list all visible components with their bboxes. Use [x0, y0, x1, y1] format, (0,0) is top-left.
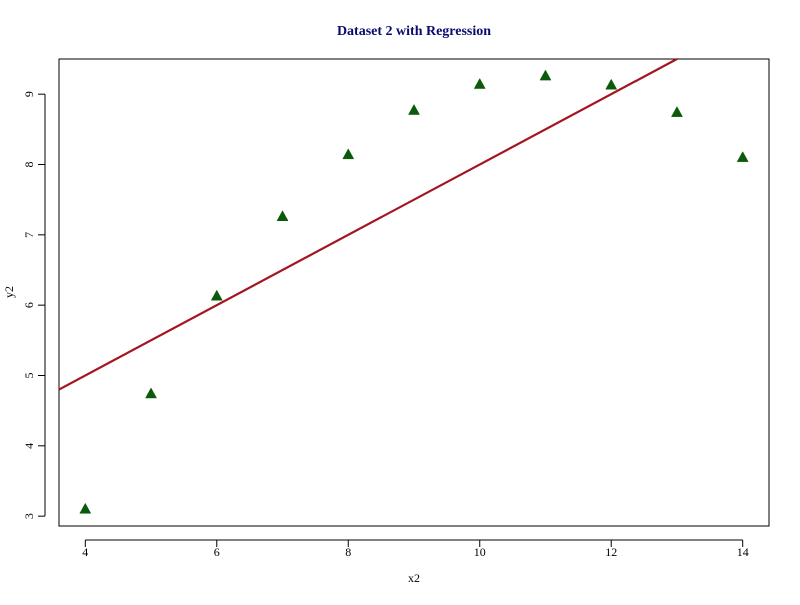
data-point — [145, 387, 157, 399]
plot-area-border — [58, 58, 770, 527]
data-point — [342, 148, 355, 160]
x-tick-label: 14 — [737, 545, 749, 559]
data-point — [539, 69, 552, 81]
y-tick-label: 4 — [22, 443, 36, 449]
x-axis-label: x2 — [408, 571, 420, 585]
data-point — [79, 502, 92, 514]
data-point — [736, 151, 749, 162]
chart-title: Dataset 2 with Regression — [337, 24, 491, 39]
x-tick-label: 4 — [82, 545, 88, 559]
y-tick-label: 5 — [22, 372, 36, 378]
regression-line-group — [58, 58, 678, 391]
data-point — [605, 78, 618, 90]
data-points — [79, 69, 749, 514]
regression-line — [58, 58, 678, 391]
y-axis: 3 4 5 6 7 8 9 — [22, 91, 46, 519]
x-tick-label: 6 — [214, 545, 220, 559]
y-tick-label: 9 — [22, 91, 36, 97]
data-point — [276, 210, 289, 221]
x-tick-label: 8 — [345, 545, 351, 559]
data-point — [210, 289, 223, 301]
x-axis: 4 6 8 10 12 14 — [82, 539, 749, 559]
y-tick-label: 7 — [22, 232, 36, 238]
data-point — [671, 106, 683, 117]
x-tick-label: 10 — [474, 545, 486, 559]
data-point — [473, 78, 486, 89]
y-tick-label: 6 — [22, 302, 36, 308]
data-point — [408, 104, 420, 115]
y-tick-label: 3 — [22, 513, 36, 519]
y-axis-label: y2 — [2, 286, 16, 298]
y-tick-label: 8 — [22, 161, 36, 167]
x-tick-label: 12 — [605, 545, 617, 559]
